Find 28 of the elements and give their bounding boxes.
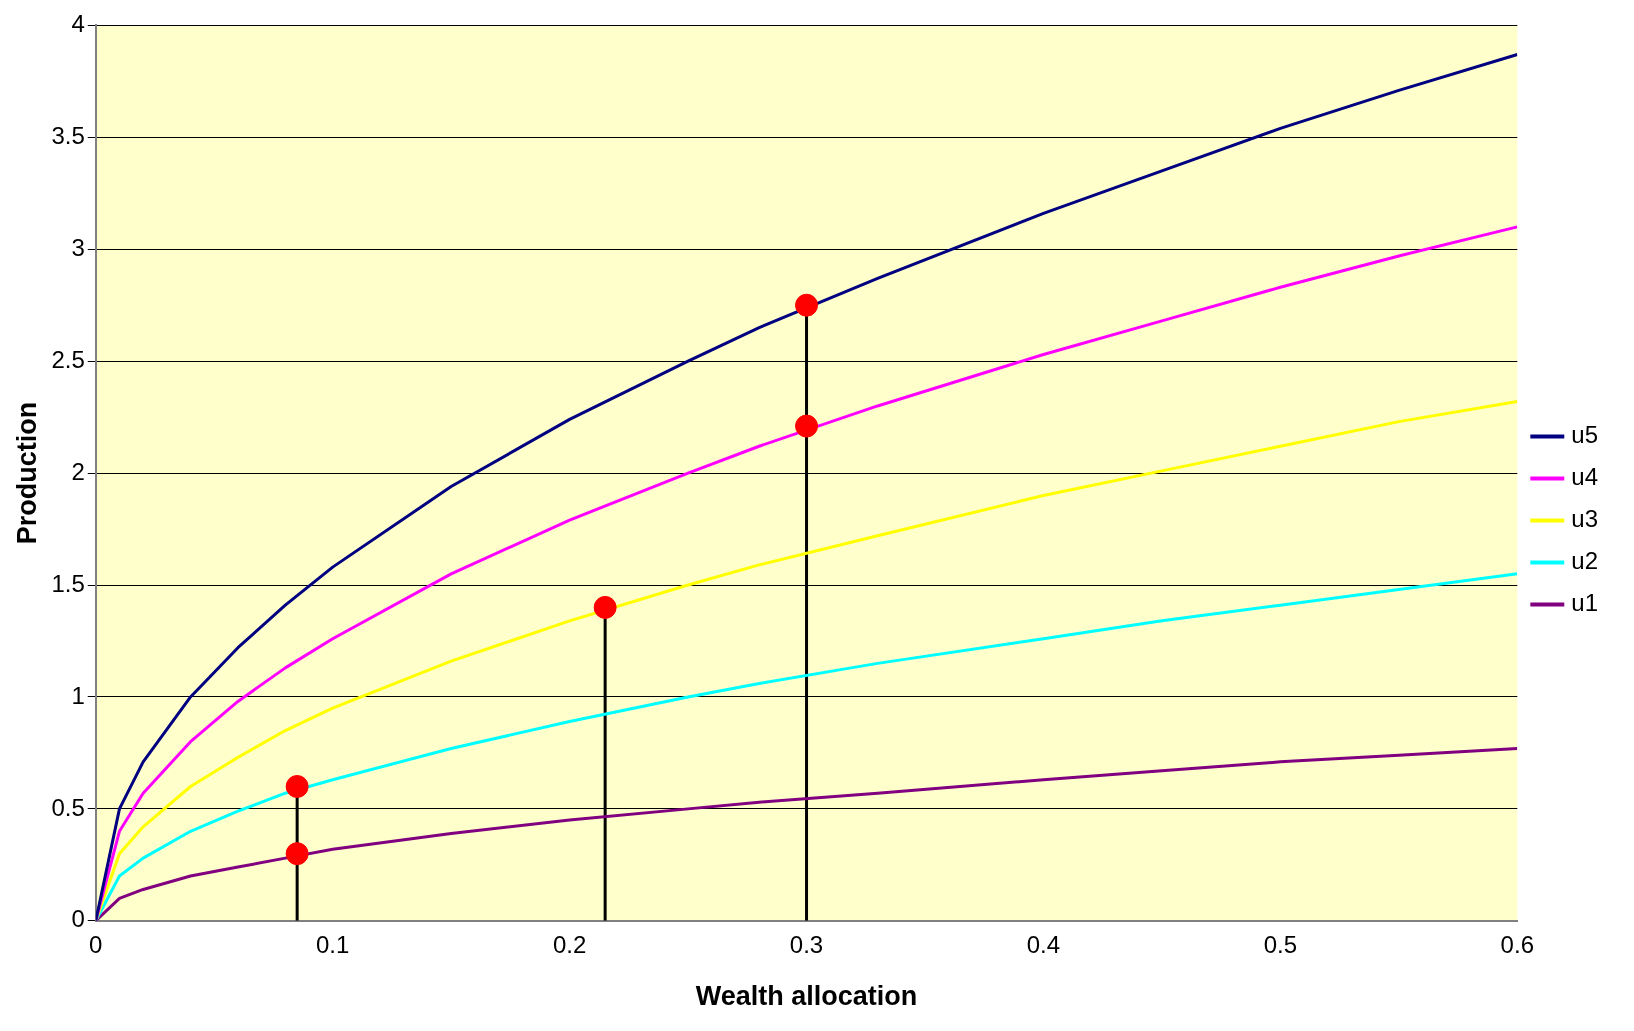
y-tick-label: 2 — [71, 457, 85, 485]
y-tick-label: 4 — [71, 10, 85, 38]
point — [285, 842, 309, 866]
x-axis-title: Wealth allocation — [695, 981, 918, 1012]
point — [593, 595, 617, 619]
y-tick-label: 1 — [71, 681, 85, 709]
x-tick-label: 0.1 — [316, 930, 350, 958]
legend-label: u5 — [1571, 421, 1599, 449]
x-tick-label: 0.3 — [789, 930, 824, 958]
y-tick-label: 0.5 — [51, 793, 85, 821]
point — [285, 774, 309, 798]
legend-label: u3 — [1571, 505, 1599, 533]
legend-label: u1 — [1571, 589, 1599, 617]
y-tick-label: 3 — [71, 233, 85, 261]
legend-label: u2 — [1571, 547, 1599, 575]
y-tick-label: 0 — [71, 905, 85, 933]
x-tick-label: 0.4 — [1026, 930, 1061, 958]
y-axis-title: Production — [11, 401, 42, 545]
point — [795, 293, 819, 317]
x-tick-label: 0.5 — [1263, 930, 1298, 958]
y-tick-label: 2.5 — [51, 345, 85, 373]
y-tick-label: 1.5 — [51, 569, 85, 597]
legend-label: u4 — [1571, 463, 1599, 491]
point — [795, 414, 819, 438]
x-tick-label: 0.6 — [1500, 930, 1534, 958]
x-tick-label: 0 — [89, 930, 103, 958]
y-tick-label: 3.5 — [51, 121, 85, 149]
x-tick-label: 0.2 — [552, 930, 587, 958]
